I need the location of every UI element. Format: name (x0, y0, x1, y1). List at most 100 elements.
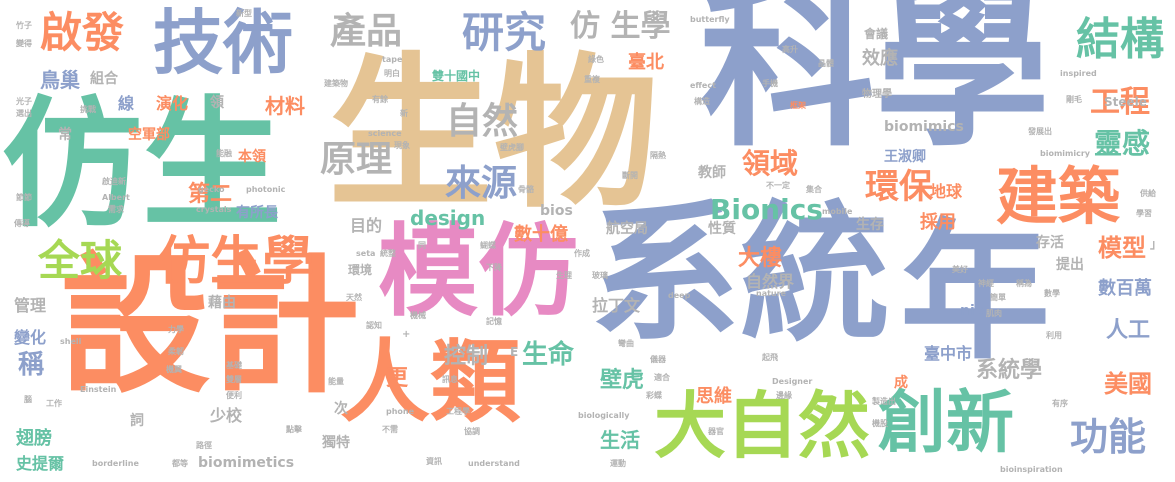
word-qidixin: 啟迪新 (102, 177, 126, 186)
word-mingbai: 明白 (384, 69, 400, 78)
word-huanbao: 環保 (865, 167, 933, 207)
word-renzhi: 認知 (366, 321, 382, 330)
word-kexue: 科學 (700, 0, 1050, 171)
word-guangzi: 光子 (16, 97, 32, 106)
word-jigu: 機股 (872, 419, 888, 428)
word-zuocheng: 作成 (574, 249, 590, 258)
word-fangsheng: 仿生 (2, 84, 283, 247)
word-xuanchu: 選出 (16, 109, 32, 118)
word-biologically: biologically (578, 411, 630, 420)
word-yiqi: 儀器 (650, 355, 666, 364)
word-meihao: 美好 (952, 265, 968, 274)
word-jieyou: 藉由 (208, 295, 236, 311)
word-jichu: 基礎 (226, 361, 242, 370)
word-gongcheng: 工程 (1090, 85, 1150, 120)
word-seta: seta (356, 249, 376, 258)
word-dianji: 點擊 (286, 425, 302, 434)
word-xiajiang: 下降 (486, 263, 502, 272)
word-yundong: 運動 (610, 459, 626, 468)
word-sheji: 設計 (60, 240, 361, 414)
word-lujing: 路徑 (196, 441, 212, 450)
word-liyong: 利用 (1046, 331, 1062, 340)
word-hudie: 蝴蝶 (480, 241, 496, 250)
word-gangmao: 剛毛 (1066, 95, 1082, 104)
word-nao: 腦 (24, 395, 32, 404)
word-niaochao: 鳥巢 (40, 68, 80, 92)
word-jiegou: 結構 (1076, 14, 1164, 65)
word-lingyu: 領域 (742, 147, 799, 180)
word-gongchengxue: 工程學 (446, 407, 470, 416)
word-borderline: borderline (92, 459, 139, 468)
word-plus: + (402, 329, 411, 340)
word-mobile: mobile (822, 207, 853, 216)
word-bianhua: 變化 (14, 328, 47, 347)
word-dudeng: 都等 (172, 459, 188, 468)
word-yuanli: 原理 (320, 139, 393, 180)
word-bihujiao: 壁虎腳 (500, 143, 524, 152)
word-photonic: photonic (246, 185, 286, 194)
word-quanqiu: 全球 (38, 236, 123, 285)
word-fangshengxue: 仿生學 (158, 232, 315, 292)
word-chuangxin: 創新 (878, 384, 1015, 463)
word-chengwei: 稱為 (1016, 279, 1032, 288)
word-gaosheng: 高升 (782, 45, 798, 54)
word-jianzhu: 建築 (996, 160, 1121, 233)
word-ziranjie: 自然界 (746, 272, 795, 291)
word-jiejie: 節節 (16, 193, 32, 202)
word-einstein: Einstein (80, 385, 117, 394)
word-nic: nic (960, 303, 984, 319)
word-nian: 年 (900, 206, 1051, 380)
word-youxu: 有序 (1052, 399, 1068, 408)
word-rouren: 柔韌 (168, 347, 184, 356)
word-gongzuo: 工作 (46, 399, 62, 408)
word-gecko: gecko (198, 185, 225, 194)
word-design: design (410, 206, 486, 230)
word-jirou: 肌肉 (986, 309, 1002, 318)
word-ling: 領 (210, 95, 224, 111)
word-biomimics: biomimics (884, 119, 964, 135)
word-benling: 本領 (238, 149, 266, 165)
word-jihe: 集合 (806, 185, 822, 194)
word-biande: 變得 (16, 39, 32, 48)
word-nengliang: 能量 (328, 377, 344, 386)
word-guanli: 管理 (14, 296, 47, 315)
word-shuangshiguozhong: 雙十國中 (432, 69, 481, 83)
word-daziran: 大自然 (654, 384, 871, 468)
word-xuexi: 學習 (1136, 209, 1152, 218)
word-tong: 同 (418, 241, 426, 250)
word-qifei: 起飛 (762, 353, 778, 362)
word-chanpin: 產品 (330, 11, 403, 52)
word-tianran: 天然 (346, 293, 362, 302)
word-nature: nature (756, 289, 786, 298)
word-biomimicry: biomimicry (1040, 149, 1091, 158)
word-fangshengxue-spaced: 仿 生學 (570, 9, 671, 44)
word-shengwu: 生物 (328, 38, 658, 230)
word-xin: 新 (400, 109, 408, 118)
word-shitier: 史提爾 (16, 454, 65, 473)
word-laiyuan: 來源 (445, 163, 518, 204)
word-steele: Steele (1104, 95, 1147, 109)
word-xinxing: 新型 (236, 9, 252, 18)
word-guge: 骨骼 (518, 185, 534, 194)
word-chongfu: 重複 (584, 75, 600, 84)
word-jingti: 晶體 (818, 59, 834, 68)
word-shubaiwan: 數百萬 (1098, 278, 1152, 299)
word-meiguo: 美國 (1104, 370, 1152, 398)
word-bihu: 壁虎 (600, 368, 645, 393)
word-bianli: 便利 (226, 391, 242, 400)
word-wangshuqing: 王淑卿 (884, 149, 926, 165)
word-shuxue: 數學 (1044, 289, 1060, 298)
word-dalou: 大樓 (738, 246, 783, 271)
word-xitong: 系統 (590, 188, 891, 362)
word-ziran: 自然 (446, 101, 519, 142)
word-yanhua: 演化 (156, 94, 189, 113)
word-jixie: 機械 (410, 311, 426, 320)
word-shouji: 手機 (762, 79, 778, 88)
word-cheng-small: 成 (894, 375, 908, 391)
word-boli: 玻璃 (592, 271, 608, 280)
word-shengcun: 生存 (856, 217, 884, 233)
word-tiaozhan: 挑戰 (80, 105, 96, 114)
word-chang: 常 (58, 127, 72, 143)
word-renlei: 人類 (340, 330, 520, 435)
